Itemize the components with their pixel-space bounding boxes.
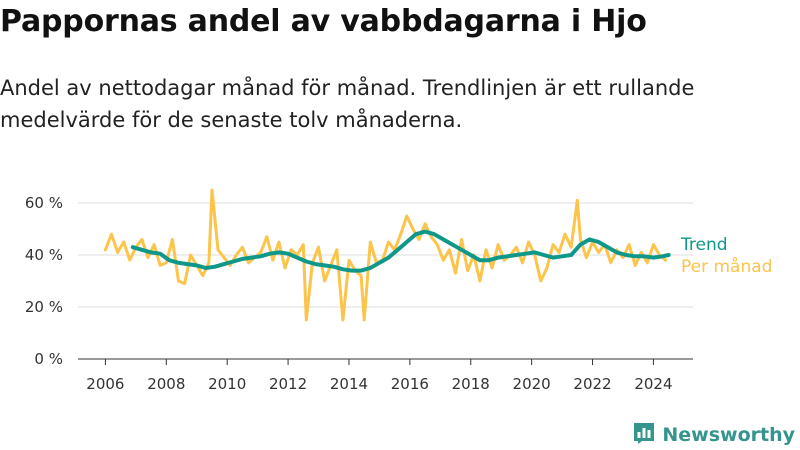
- x-tick-label: 2024: [634, 375, 672, 393]
- y-tick-label: 20 %: [25, 298, 63, 316]
- brand-name: Newsworthy: [662, 423, 795, 446]
- x-axis-ticks: 2006 2008 2010 2012 2014 2016 2018 2020 2022 2024: [86, 359, 673, 393]
- bar-chart-logo-icon: [632, 420, 656, 449]
- x-tick-label: 2012: [269, 375, 307, 393]
- x-tick-label: 2010: [208, 375, 246, 393]
- series-lines: [103, 188, 671, 322]
- chart-title: Pappornas andel av vabbdagarna i Hjo: [0, 4, 647, 39]
- y-tick-label: 0 %: [34, 350, 63, 368]
- x-tick-label: 2014: [330, 375, 368, 393]
- x-tick-label: 2018: [452, 375, 490, 393]
- x-tick-label: 2006: [86, 375, 124, 393]
- y-tick-label: 60 %: [25, 194, 63, 212]
- x-tick-label: 2016: [391, 375, 429, 393]
- y-tick-label: 40 %: [25, 246, 63, 264]
- x-tick-label: 2008: [147, 375, 185, 393]
- x-tick-label: 2022: [573, 375, 611, 393]
- x-tick-label: 2020: [513, 375, 551, 393]
- legend-label-per-manad: Per månad: [681, 256, 772, 277]
- series-line-trend: [130, 229, 671, 273]
- y-axis-ticks: 0 % 20 % 40 % 60 %: [25, 194, 63, 368]
- legend-label-trend: Trend: [680, 235, 728, 255]
- brand-logo: Newsworthy: [632, 420, 795, 449]
- chart-subtitle: Andel av nettodagar månad för månad. Tre…: [0, 76, 695, 132]
